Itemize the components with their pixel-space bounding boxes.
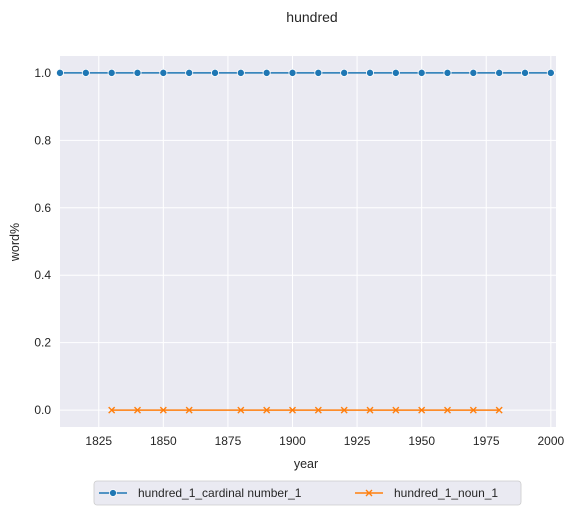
x-tick-label-6: 1975 [473,434,500,448]
data-point-0-16 [469,68,478,77]
data-point-1-7 [314,406,322,414]
y-axis-ticks: 0.0 0.2 0.4 0.6 0.8 1.0 [34,66,51,417]
y-tick-label-0: 0.0 [34,403,51,417]
legend-marker-cardinal [109,489,117,497]
data-point-0-12 [365,68,374,77]
data-point-0-13 [391,68,400,77]
data-point-1-3 [185,406,193,414]
y-tick-label-1: 0.2 [34,336,51,350]
data-point-0-11 [340,68,349,77]
data-point-0-2 [107,68,116,77]
data-point-1-4 [237,406,245,414]
data-point-0-3 [133,68,142,77]
data-point-0-6 [210,68,219,77]
plot-area [60,56,556,427]
data-point-0-9 [288,68,297,77]
data-point-1-1 [134,406,141,414]
data-point-0-18 [521,68,530,77]
x-tick-label-2: 1875 [215,434,242,448]
data-point-1-14 [495,406,503,414]
y-tick-label-4: 0.8 [34,133,51,147]
legend-entry-noun: hundred_1_noun_1 [355,486,498,500]
data-point-0-14 [417,68,426,77]
data-point-0-17 [495,68,504,77]
chart-title: hundred [286,9,337,25]
data-point-1-13 [469,406,477,414]
data-point-0-0 [56,68,65,77]
y-tick-label-3: 0.6 [34,201,51,215]
legend: hundred_1_cardinal number_1 hundred_1_no… [93,480,522,506]
legend-label-cardinal: hundred_1_cardinal number_1 [138,486,302,500]
legend-box [93,480,522,506]
data-point-0-10 [314,68,323,77]
data-point-1-8 [340,406,348,414]
series-0 [56,68,555,77]
x-tick-label-4: 1925 [344,434,371,448]
x-tick-label-5: 1950 [408,434,435,448]
data-point-0-15 [443,68,452,77]
y-tick-label-2: 0.4 [34,268,51,282]
x-tick-label-1: 1850 [150,434,177,448]
x-tick-label-7: 2000 [537,434,564,448]
data-point-0-7 [236,68,245,77]
data-point-0-8 [262,68,271,77]
data-point-0-5 [185,68,194,77]
data-point-1-9 [366,406,374,414]
legend-marker-noun [365,489,373,497]
data-point-1-2 [159,406,167,414]
x-tick-label-3: 1900 [279,434,306,448]
legend-label-noun: hundred_1_noun_1 [394,486,498,500]
legend-entry-cardinal: hundred_1_cardinal number_1 [99,486,302,500]
x-axis-ticks: 1825 1850 1875 1900 1925 1950 1975 2000 [85,434,564,448]
data-point-1-12 [444,406,451,414]
data-point-0-4 [159,68,168,77]
data-point-1-6 [289,406,296,414]
data-point-0-1 [81,68,90,77]
y-axis-label: word% [8,223,22,262]
x-tick-label-0: 1825 [85,434,112,448]
series-1 [108,406,503,414]
data-point-1-0 [108,406,116,414]
data-point-1-10 [392,406,400,414]
x-axis-label: year [294,457,318,471]
data-point-0-19 [546,68,555,77]
series-layer [56,68,555,414]
data-point-1-11 [418,406,426,414]
y-tick-label-5: 1.0 [34,66,51,80]
data-point-1-5 [263,406,271,414]
